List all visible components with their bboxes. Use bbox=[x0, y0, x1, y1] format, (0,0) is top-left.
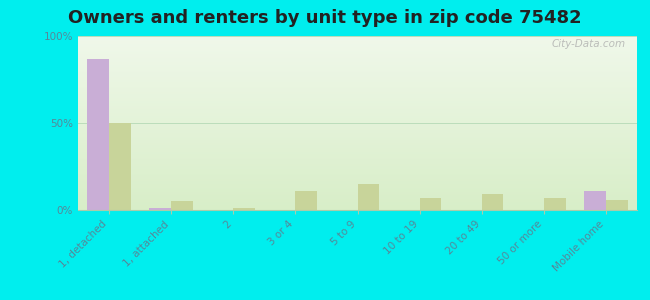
Bar bbox=[606, 200, 628, 210]
Bar bbox=[544, 198, 566, 210]
Text: Owners and renters by unit type in zip code 75482: Owners and renters by unit type in zip c… bbox=[68, 9, 582, 27]
Bar bbox=[233, 208, 255, 210]
Bar bbox=[150, 208, 171, 210]
Bar bbox=[420, 198, 441, 210]
Bar bbox=[295, 191, 317, 210]
Bar bbox=[482, 194, 504, 210]
Bar bbox=[171, 201, 193, 210]
Bar bbox=[358, 184, 379, 210]
Bar bbox=[109, 123, 131, 210]
Text: City-Data.com: City-Data.com bbox=[552, 40, 626, 50]
Bar bbox=[87, 58, 109, 210]
Bar bbox=[584, 191, 606, 210]
